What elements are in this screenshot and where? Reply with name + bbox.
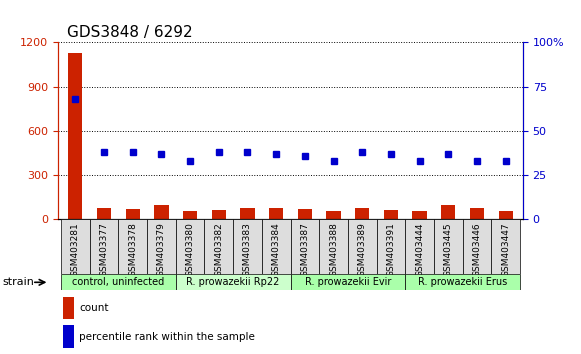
Text: control, uninfected: control, uninfected	[72, 277, 164, 287]
FancyBboxPatch shape	[462, 219, 492, 274]
Bar	[383, 210, 398, 219]
FancyBboxPatch shape	[233, 219, 262, 274]
Text: R. prowazekii Rp22: R. prowazekii Rp22	[187, 277, 280, 287]
FancyBboxPatch shape	[406, 274, 520, 290]
Bar	[470, 209, 484, 219]
Bar	[63, 325, 74, 348]
Text: count: count	[79, 303, 109, 313]
FancyBboxPatch shape	[290, 274, 406, 290]
FancyBboxPatch shape	[492, 219, 520, 274]
Text: GSM403444: GSM403444	[415, 222, 424, 277]
FancyBboxPatch shape	[348, 219, 376, 274]
Text: GSM403387: GSM403387	[300, 222, 309, 277]
Text: GSM403281: GSM403281	[71, 222, 80, 277]
Text: GSM403447: GSM403447	[501, 222, 510, 277]
Bar	[498, 211, 513, 219]
FancyBboxPatch shape	[175, 274, 290, 290]
Bar	[413, 211, 427, 219]
FancyBboxPatch shape	[147, 219, 175, 274]
Bar	[441, 205, 456, 219]
Text: GSM403378: GSM403378	[128, 222, 137, 277]
Text: strain: strain	[3, 277, 35, 287]
FancyBboxPatch shape	[376, 219, 406, 274]
Bar	[269, 209, 284, 219]
Text: GSM403383: GSM403383	[243, 222, 252, 277]
Bar	[125, 209, 140, 219]
FancyBboxPatch shape	[262, 219, 290, 274]
FancyBboxPatch shape	[319, 219, 348, 274]
Text: GSM403380: GSM403380	[185, 222, 195, 277]
Text: GSM403446: GSM403446	[472, 222, 482, 277]
Text: GDS3848 / 6292: GDS3848 / 6292	[67, 25, 193, 40]
Text: GSM403389: GSM403389	[358, 222, 367, 277]
Bar	[63, 297, 74, 319]
Bar	[211, 210, 226, 219]
Bar	[355, 208, 370, 219]
Bar	[97, 208, 111, 219]
FancyBboxPatch shape	[175, 219, 205, 274]
FancyBboxPatch shape	[406, 219, 434, 274]
Text: GSM403377: GSM403377	[99, 222, 109, 277]
FancyBboxPatch shape	[434, 219, 462, 274]
Text: GSM403379: GSM403379	[157, 222, 166, 277]
Text: GSM403391: GSM403391	[386, 222, 396, 277]
Bar	[297, 209, 312, 219]
Text: GSM403384: GSM403384	[272, 222, 281, 277]
FancyBboxPatch shape	[61, 274, 175, 290]
FancyBboxPatch shape	[119, 219, 147, 274]
Bar	[68, 53, 83, 219]
FancyBboxPatch shape	[205, 219, 233, 274]
Bar	[241, 208, 254, 219]
FancyBboxPatch shape	[290, 219, 319, 274]
Text: GSM403382: GSM403382	[214, 222, 223, 277]
Bar	[183, 211, 198, 219]
FancyBboxPatch shape	[61, 219, 89, 274]
Text: GSM403388: GSM403388	[329, 222, 338, 277]
Text: R. prowazekii Evir: R. prowazekii Evir	[304, 277, 391, 287]
Text: GSM403445: GSM403445	[444, 222, 453, 277]
Bar	[327, 211, 340, 219]
Text: percentile rank within the sample: percentile rank within the sample	[79, 332, 255, 342]
FancyBboxPatch shape	[89, 219, 119, 274]
Bar	[154, 205, 168, 219]
Text: R. prowazekii Erus: R. prowazekii Erus	[418, 277, 507, 287]
